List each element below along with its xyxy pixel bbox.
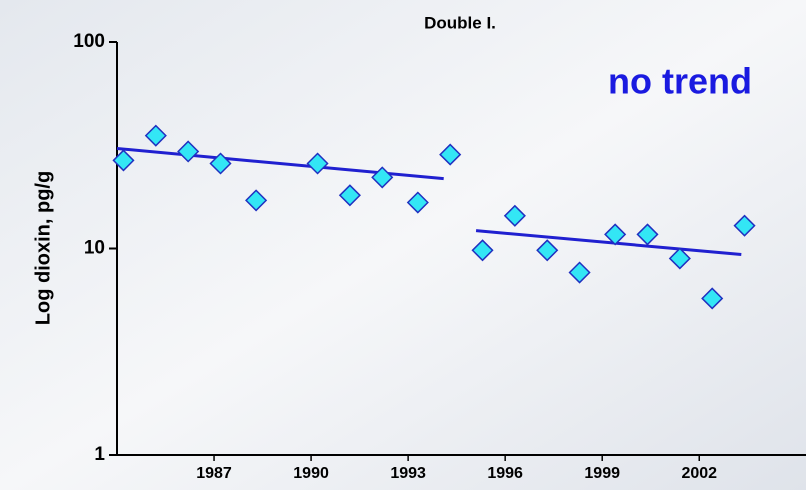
data-point xyxy=(604,223,627,246)
trend-line xyxy=(475,229,742,257)
data-point xyxy=(306,152,329,175)
y-tick-label: 1 xyxy=(94,444,105,465)
data-point xyxy=(439,143,462,166)
x-tick-label: 1996 xyxy=(487,465,523,482)
x-tick-label: 1990 xyxy=(293,465,329,482)
x-tick-label: 1993 xyxy=(390,465,426,482)
y-axis-label: Log dioxin, pg/g xyxy=(32,171,54,325)
data-point xyxy=(406,191,429,214)
x-tick-label: 1987 xyxy=(196,465,232,482)
data-point xyxy=(112,149,135,172)
data-point xyxy=(701,287,724,310)
y-tick-label: 10 xyxy=(84,238,105,259)
data-point xyxy=(503,204,526,227)
data-point xyxy=(209,152,232,175)
x-tick-label: 2002 xyxy=(681,465,717,482)
data-point xyxy=(144,124,167,147)
data-point xyxy=(471,239,494,262)
annotation: no trend xyxy=(608,61,752,102)
data-point xyxy=(733,214,756,237)
y-tick-label: 100 xyxy=(73,31,105,52)
data-point xyxy=(338,184,361,207)
data-point xyxy=(245,189,268,212)
data-point xyxy=(668,247,691,270)
data-point xyxy=(371,166,394,189)
data-point xyxy=(536,239,559,262)
data-point xyxy=(636,223,659,246)
chart-title: Double I. xyxy=(424,13,496,32)
data-point xyxy=(568,261,591,284)
x-tick-label: 1999 xyxy=(584,465,620,482)
data-point xyxy=(177,140,200,163)
